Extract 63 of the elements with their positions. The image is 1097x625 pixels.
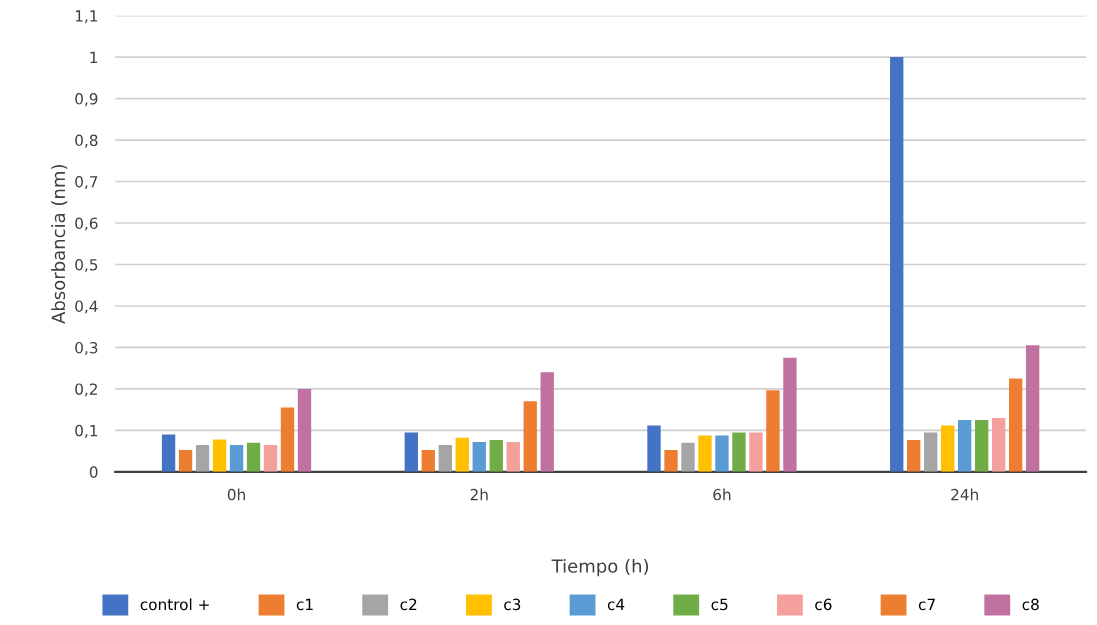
legend-label: c3 bbox=[504, 598, 521, 611]
bar bbox=[749, 432, 763, 472]
bar bbox=[991, 417, 1006, 472]
bar bbox=[438, 444, 452, 472]
bar bbox=[783, 357, 797, 472]
bar bbox=[974, 420, 989, 472]
y-tick-label: 0,2 bbox=[75, 383, 97, 397]
bar bbox=[212, 439, 227, 472]
bar bbox=[489, 439, 503, 472]
legend-label: control + bbox=[140, 598, 209, 611]
y-tick-label: 0,4 bbox=[75, 300, 98, 314]
y-tick-label: 1 bbox=[90, 51, 98, 63]
bar bbox=[229, 444, 244, 472]
y-tick-label: 0,1 bbox=[75, 424, 98, 438]
bar bbox=[297, 388, 312, 472]
bar bbox=[178, 449, 193, 472]
bar bbox=[907, 439, 921, 472]
bar bbox=[890, 57, 904, 472]
x-tick-label: 6h bbox=[713, 488, 731, 501]
bar bbox=[715, 435, 729, 472]
y-tick-label: 0,8 bbox=[75, 134, 98, 148]
bar bbox=[647, 425, 661, 472]
bar bbox=[421, 449, 435, 472]
bar bbox=[732, 432, 746, 472]
bar bbox=[698, 435, 712, 472]
bar bbox=[280, 407, 295, 472]
legend-label: c5 bbox=[711, 598, 728, 611]
legend-label: c1 bbox=[296, 598, 313, 611]
bar bbox=[766, 390, 780, 472]
legend-label: c4 bbox=[607, 598, 625, 611]
y-tick-label: 0,3 bbox=[75, 341, 98, 356]
y-tick-label: 0,5 bbox=[75, 258, 98, 273]
legend-label: c7 bbox=[918, 598, 935, 611]
bar bbox=[664, 449, 678, 472]
bar bbox=[472, 442, 486, 472]
bar bbox=[924, 432, 938, 472]
y-tick-label: 0,6 bbox=[75, 217, 98, 231]
y-axis-title: Absorbancia (nm) bbox=[51, 165, 68, 324]
bar bbox=[455, 437, 469, 472]
bar bbox=[681, 442, 695, 472]
bar bbox=[161, 434, 176, 472]
legend-label: c8 bbox=[1022, 598, 1039, 611]
bar bbox=[506, 442, 520, 472]
bar bbox=[941, 425, 955, 472]
legend-label: c2 bbox=[400, 598, 417, 611]
bar bbox=[540, 372, 554, 472]
bar bbox=[1008, 378, 1023, 472]
bar bbox=[246, 442, 261, 472]
bar bbox=[523, 401, 537, 472]
y-tick-label: 0,9 bbox=[75, 93, 98, 107]
bar bbox=[404, 432, 418, 472]
bar bbox=[195, 444, 210, 472]
bar bbox=[958, 420, 972, 472]
x-tick-label: 0h bbox=[227, 488, 245, 501]
bar bbox=[1025, 345, 1040, 472]
x-tick-label: 2h bbox=[470, 488, 488, 501]
x-axis-title: Tiempo (h) bbox=[551, 558, 649, 577]
legend-label: c6 bbox=[815, 598, 832, 611]
y-tick-label: 0,7 bbox=[75, 176, 98, 190]
y-tick-label: 0 bbox=[89, 466, 98, 478]
y-tick-label: 1,1 bbox=[75, 10, 98, 24]
x-tick-label: 24h bbox=[951, 488, 978, 501]
bar bbox=[263, 444, 278, 472]
